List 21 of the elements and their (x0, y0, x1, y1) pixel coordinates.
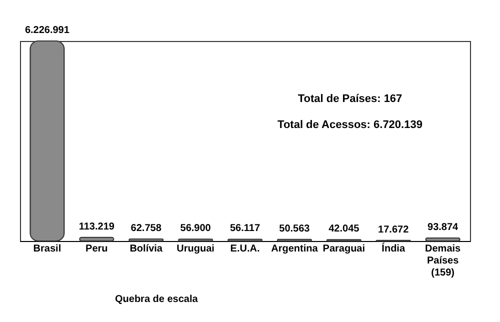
x-tick-label: Demais Países (159) (425, 244, 462, 278)
x-tick-label: Argentina (271, 244, 318, 254)
x-tick-label: Brasil (33, 244, 62, 254)
data-label: 6.226.991 (24, 25, 70, 36)
x-tick-label: Paraguai (322, 244, 366, 254)
annotation: Total de Países: 167 (298, 93, 402, 105)
data-label: 93.874 (428, 222, 459, 233)
data-label: 113.219 (78, 221, 115, 232)
data-label: 50.563 (279, 223, 310, 234)
data-label: 62.758 (130, 222, 162, 234)
x-tick-label: Uruguai (176, 244, 215, 254)
annotation: Total de Acessos: 6.720.139 (278, 119, 422, 131)
text: Quebra de escala (115, 294, 198, 305)
data-label: 42.045 (328, 224, 360, 235)
x-tick-label: Índia (382, 242, 406, 254)
data-label: 56.117 (230, 223, 260, 234)
data-label: 56.900 (180, 223, 212, 234)
x-tick-label: Bolívia (130, 244, 163, 254)
data-label: 17.672 (378, 224, 410, 236)
x-tick-label: Peru (86, 244, 108, 254)
x-tick-label: E.U.A. (230, 244, 260, 254)
